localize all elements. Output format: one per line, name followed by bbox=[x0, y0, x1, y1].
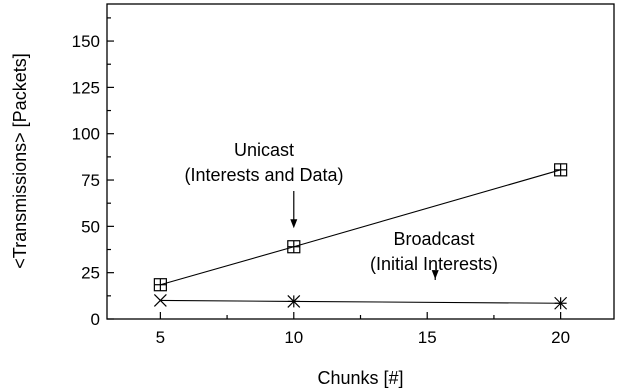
y-tick-label: 25 bbox=[81, 264, 100, 283]
x-tick-label: 15 bbox=[418, 328, 437, 347]
annotation-arrow-head bbox=[431, 270, 439, 280]
annotation-layer: Unicast (Interests and Data) Broadcast (Ini… bbox=[184, 140, 498, 280]
data-point-marker bbox=[287, 294, 301, 308]
data-point-marker bbox=[554, 163, 568, 177]
annotation-text-0-line-1: (Interests and Data) bbox=[184, 165, 343, 185]
annotation-text-0-line-0: Unicast bbox=[234, 140, 294, 160]
marker-diag-b bbox=[153, 294, 167, 307]
x-tick-label: 5 bbox=[156, 328, 165, 347]
y-tick-label: 100 bbox=[72, 125, 100, 144]
series-line-1 bbox=[160, 299, 561, 304]
y-tick-label: 125 bbox=[72, 78, 100, 97]
plot-frame bbox=[106, 3, 615, 320]
axis-ticks: 5 10 15 20 0 25 50 75 100 125 150 bbox=[72, 17, 570, 347]
x-axis-label: Chunks [#] bbox=[317, 368, 403, 388]
y-tick-label: 0 bbox=[91, 310, 100, 329]
data-point-marker bbox=[554, 296, 568, 310]
data-point-marker bbox=[153, 294, 167, 307]
x-tick-label: 20 bbox=[551, 328, 570, 347]
y-tick-label: 150 bbox=[72, 32, 100, 51]
annotation-arrow-head bbox=[290, 219, 298, 229]
y-tick-label: 50 bbox=[81, 217, 100, 236]
data-point-marker bbox=[287, 240, 301, 254]
data-point-marker bbox=[153, 278, 167, 292]
series-layer bbox=[153, 163, 568, 310]
annotation-text-1-line-0: Broadcast bbox=[393, 229, 474, 249]
x-tick-label: 10 bbox=[284, 328, 303, 347]
y-axis-label: <Transmissions> [Packets] bbox=[10, 53, 30, 268]
annotation-text-1-line-1: (Initial Interests) bbox=[370, 254, 498, 274]
series-line-0 bbox=[160, 169, 561, 286]
y-tick-label: 75 bbox=[81, 171, 100, 190]
